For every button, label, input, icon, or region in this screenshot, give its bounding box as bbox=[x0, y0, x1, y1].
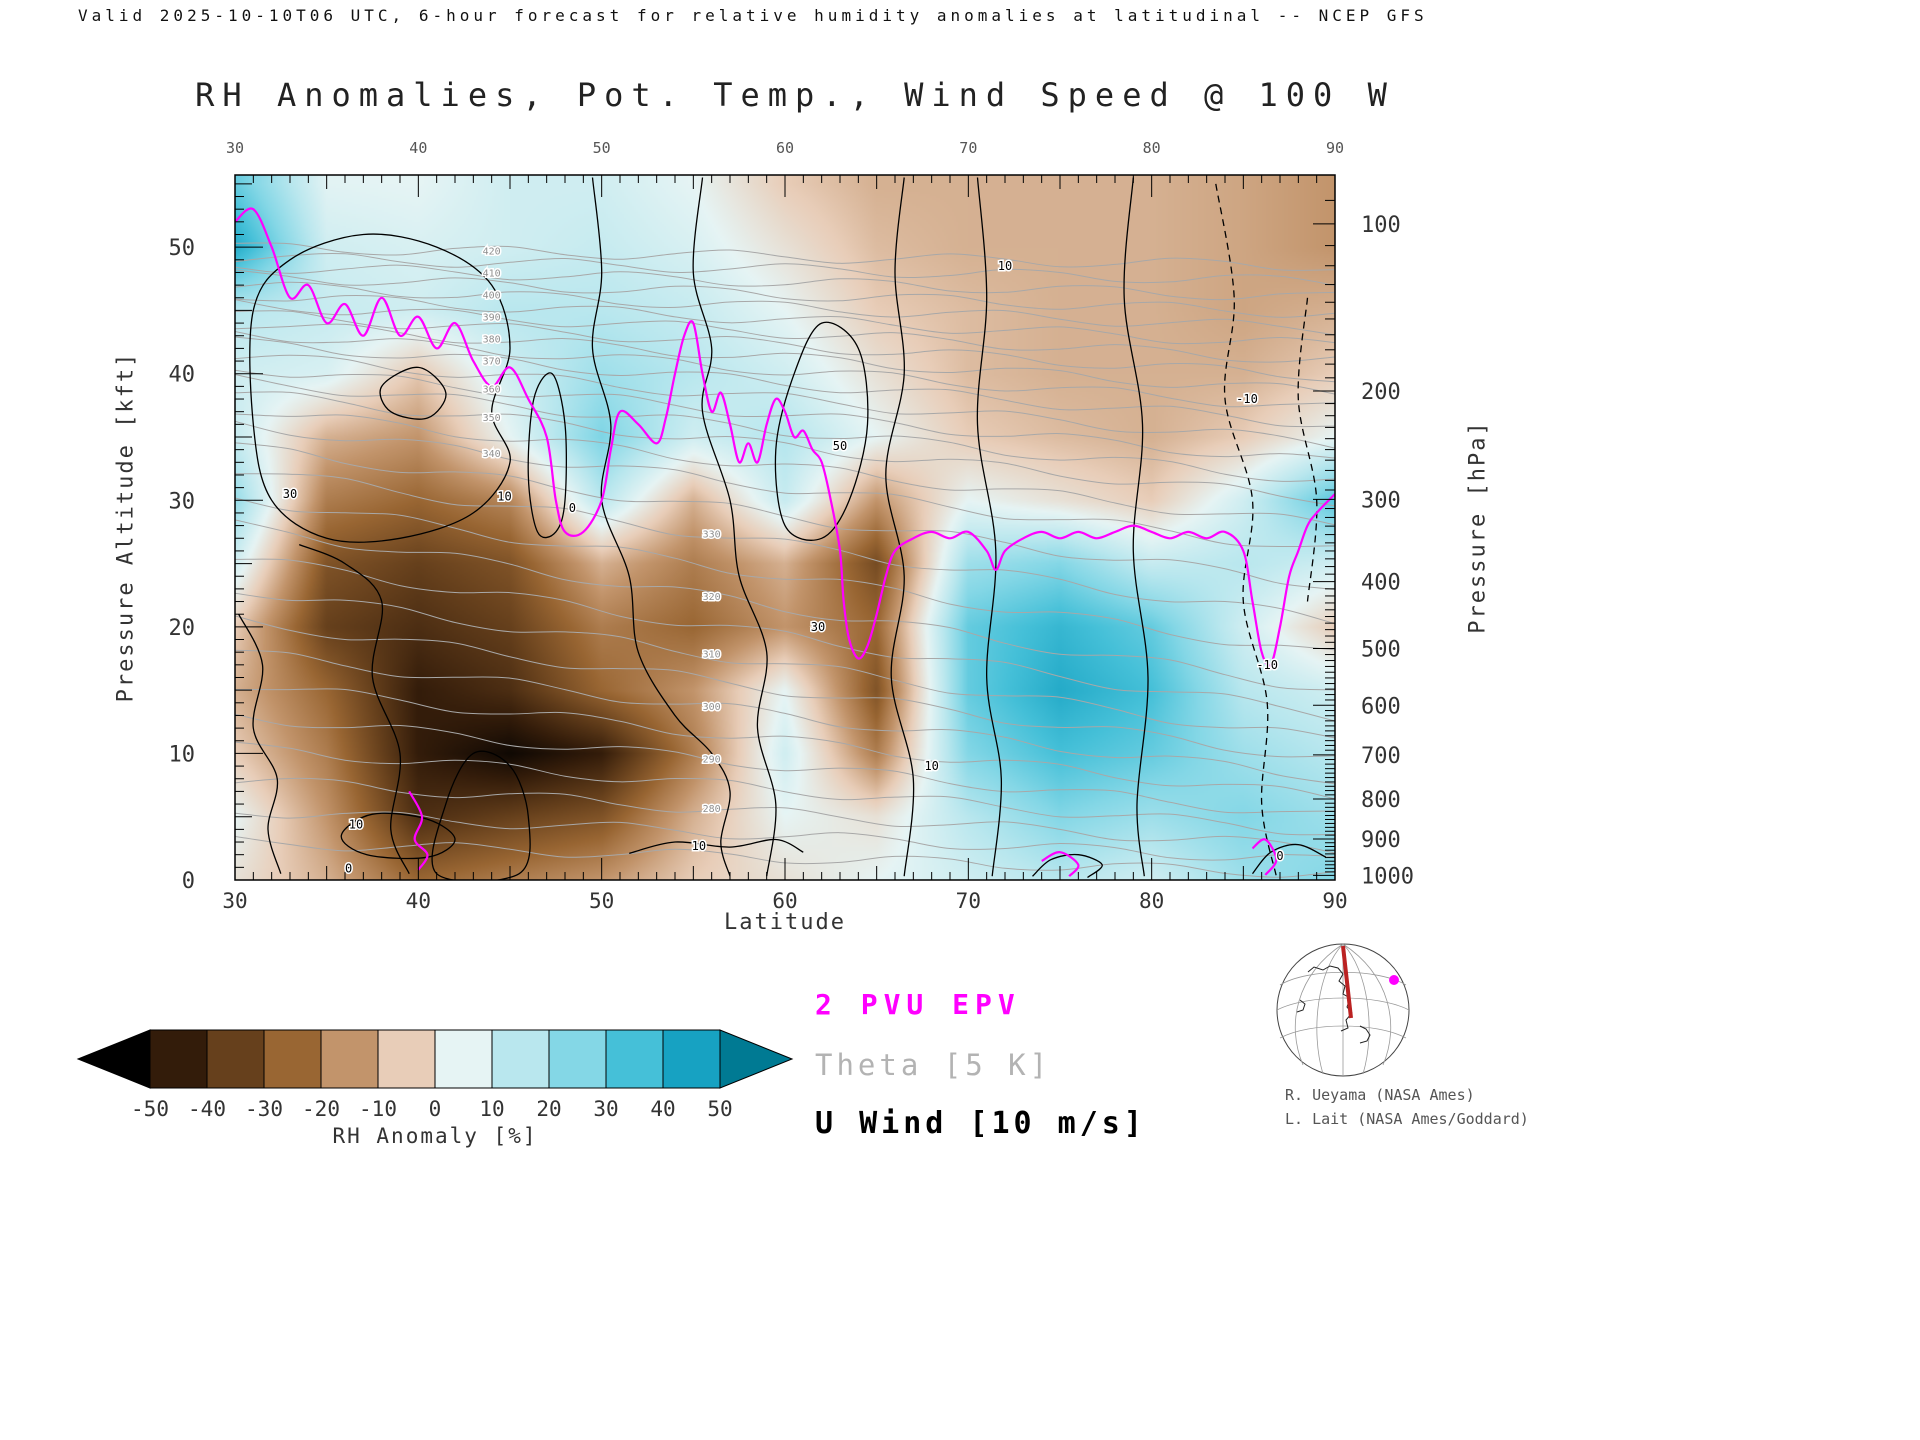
svg-text:0: 0 bbox=[182, 869, 195, 894]
svg-text:300: 300 bbox=[703, 702, 721, 713]
svg-text:280: 280 bbox=[703, 804, 721, 815]
svg-text:70: 70 bbox=[959, 139, 977, 157]
svg-text:30: 30 bbox=[593, 1097, 618, 1121]
credit-line-1: R. Ueyama (NASA Ames) bbox=[1285, 1086, 1475, 1104]
svg-text:10: 10 bbox=[692, 839, 706, 853]
svg-text:40: 40 bbox=[169, 363, 196, 388]
colorbar-label: RH Anomaly [%] bbox=[332, 1124, 538, 1148]
svg-text:-20: -20 bbox=[302, 1097, 340, 1121]
svg-text:30: 30 bbox=[811, 620, 825, 634]
theta-contours bbox=[235, 242, 1335, 878]
svg-text:40: 40 bbox=[409, 139, 427, 157]
svg-text:410: 410 bbox=[483, 269, 501, 280]
svg-text:600: 600 bbox=[1361, 694, 1401, 719]
svg-text:340: 340 bbox=[483, 449, 501, 460]
globe-inset bbox=[1276, 943, 1410, 1077]
epv-2pvu-contour bbox=[235, 207, 1335, 877]
svg-text:-30: -30 bbox=[245, 1097, 283, 1121]
legend-theta: Theta [5 K] bbox=[815, 1048, 1052, 1082]
valid-time-header: Valid 2025-10-10T06 UTC, 6-hour forecast… bbox=[78, 6, 1428, 25]
legend-uwind: U Wind [10 m/s] bbox=[815, 1106, 1146, 1141]
svg-text:30: 30 bbox=[283, 487, 297, 501]
svg-text:100: 100 bbox=[1361, 213, 1401, 238]
svg-text:1000: 1000 bbox=[1361, 864, 1414, 889]
svg-text:-40: -40 bbox=[188, 1097, 226, 1121]
svg-text:380: 380 bbox=[483, 334, 501, 345]
svg-text:50: 50 bbox=[169, 236, 196, 261]
location-dot bbox=[1389, 975, 1399, 985]
svg-text:50: 50 bbox=[833, 439, 847, 453]
svg-text:60: 60 bbox=[776, 139, 794, 157]
svg-text:10: 10 bbox=[998, 259, 1012, 273]
svg-text:400: 400 bbox=[483, 290, 501, 301]
meridian-line-100w bbox=[1341, 945, 1353, 1019]
svg-text:80: 80 bbox=[1143, 139, 1161, 157]
svg-text:10: 10 bbox=[497, 489, 511, 503]
svg-text:30: 30 bbox=[226, 139, 244, 157]
globe-coastlines bbox=[1296, 965, 1371, 1044]
svg-text:400: 400 bbox=[1361, 571, 1401, 596]
y-axis-label-left: Pressure Altitude [kft] bbox=[113, 351, 139, 703]
svg-text:0: 0 bbox=[345, 862, 352, 876]
svg-text:40: 40 bbox=[650, 1097, 675, 1121]
svg-text:900: 900 bbox=[1361, 828, 1401, 853]
svg-text:300: 300 bbox=[1361, 488, 1401, 513]
globe-graticule bbox=[1276, 943, 1410, 1076]
svg-text:-50: -50 bbox=[131, 1097, 169, 1121]
svg-text:20: 20 bbox=[169, 616, 196, 641]
legend-epv: 2 PVU EPV bbox=[815, 988, 1021, 1021]
svg-text:10: 10 bbox=[349, 817, 363, 831]
svg-text:-10: -10 bbox=[1256, 658, 1278, 672]
credit-line-2: L. Lait (NASA Ames/Goddard) bbox=[1285, 1110, 1529, 1128]
colorbar: -50 -40 -30 -20 -10 0 10 20 30 40 50 bbox=[76, 1029, 794, 1121]
svg-text:10: 10 bbox=[169, 742, 196, 767]
svg-text:350: 350 bbox=[483, 413, 501, 424]
svg-text:290: 290 bbox=[703, 754, 721, 765]
svg-text:30: 30 bbox=[169, 489, 196, 514]
svg-text:20: 20 bbox=[536, 1097, 561, 1121]
contour-overlay: 2802903003103203303403503603703803904004… bbox=[235, 177, 1335, 880]
svg-text:420: 420 bbox=[483, 247, 501, 258]
svg-text:0: 0 bbox=[569, 501, 576, 515]
chart-title: RH Anomalies, Pot. Temp., Wind Speed @ 1… bbox=[195, 76, 1395, 114]
svg-text:310: 310 bbox=[703, 650, 721, 661]
svg-text:500: 500 bbox=[1361, 637, 1401, 662]
svg-text:320: 320 bbox=[703, 592, 721, 603]
svg-text:-10: -10 bbox=[1236, 392, 1258, 406]
svg-text:0: 0 bbox=[1276, 849, 1283, 863]
svg-text:390: 390 bbox=[483, 312, 501, 323]
svg-text:370: 370 bbox=[483, 356, 501, 367]
svg-text:-10: -10 bbox=[359, 1097, 397, 1121]
svg-text:50: 50 bbox=[593, 139, 611, 157]
y-axis-label-right: Pressure [hPa] bbox=[1465, 420, 1491, 634]
svg-text:90: 90 bbox=[1326, 139, 1344, 157]
svg-text:800: 800 bbox=[1361, 788, 1401, 813]
svg-text:10: 10 bbox=[479, 1097, 504, 1121]
svg-text:50: 50 bbox=[707, 1097, 732, 1121]
svg-text:200: 200 bbox=[1361, 380, 1401, 405]
svg-text:330: 330 bbox=[703, 529, 721, 540]
svg-text:700: 700 bbox=[1361, 744, 1401, 769]
svg-text:10: 10 bbox=[924, 759, 938, 773]
svg-text:0: 0 bbox=[429, 1097, 442, 1121]
svg-text:360: 360 bbox=[483, 385, 501, 396]
x-axis-label: Latitude bbox=[724, 910, 846, 935]
